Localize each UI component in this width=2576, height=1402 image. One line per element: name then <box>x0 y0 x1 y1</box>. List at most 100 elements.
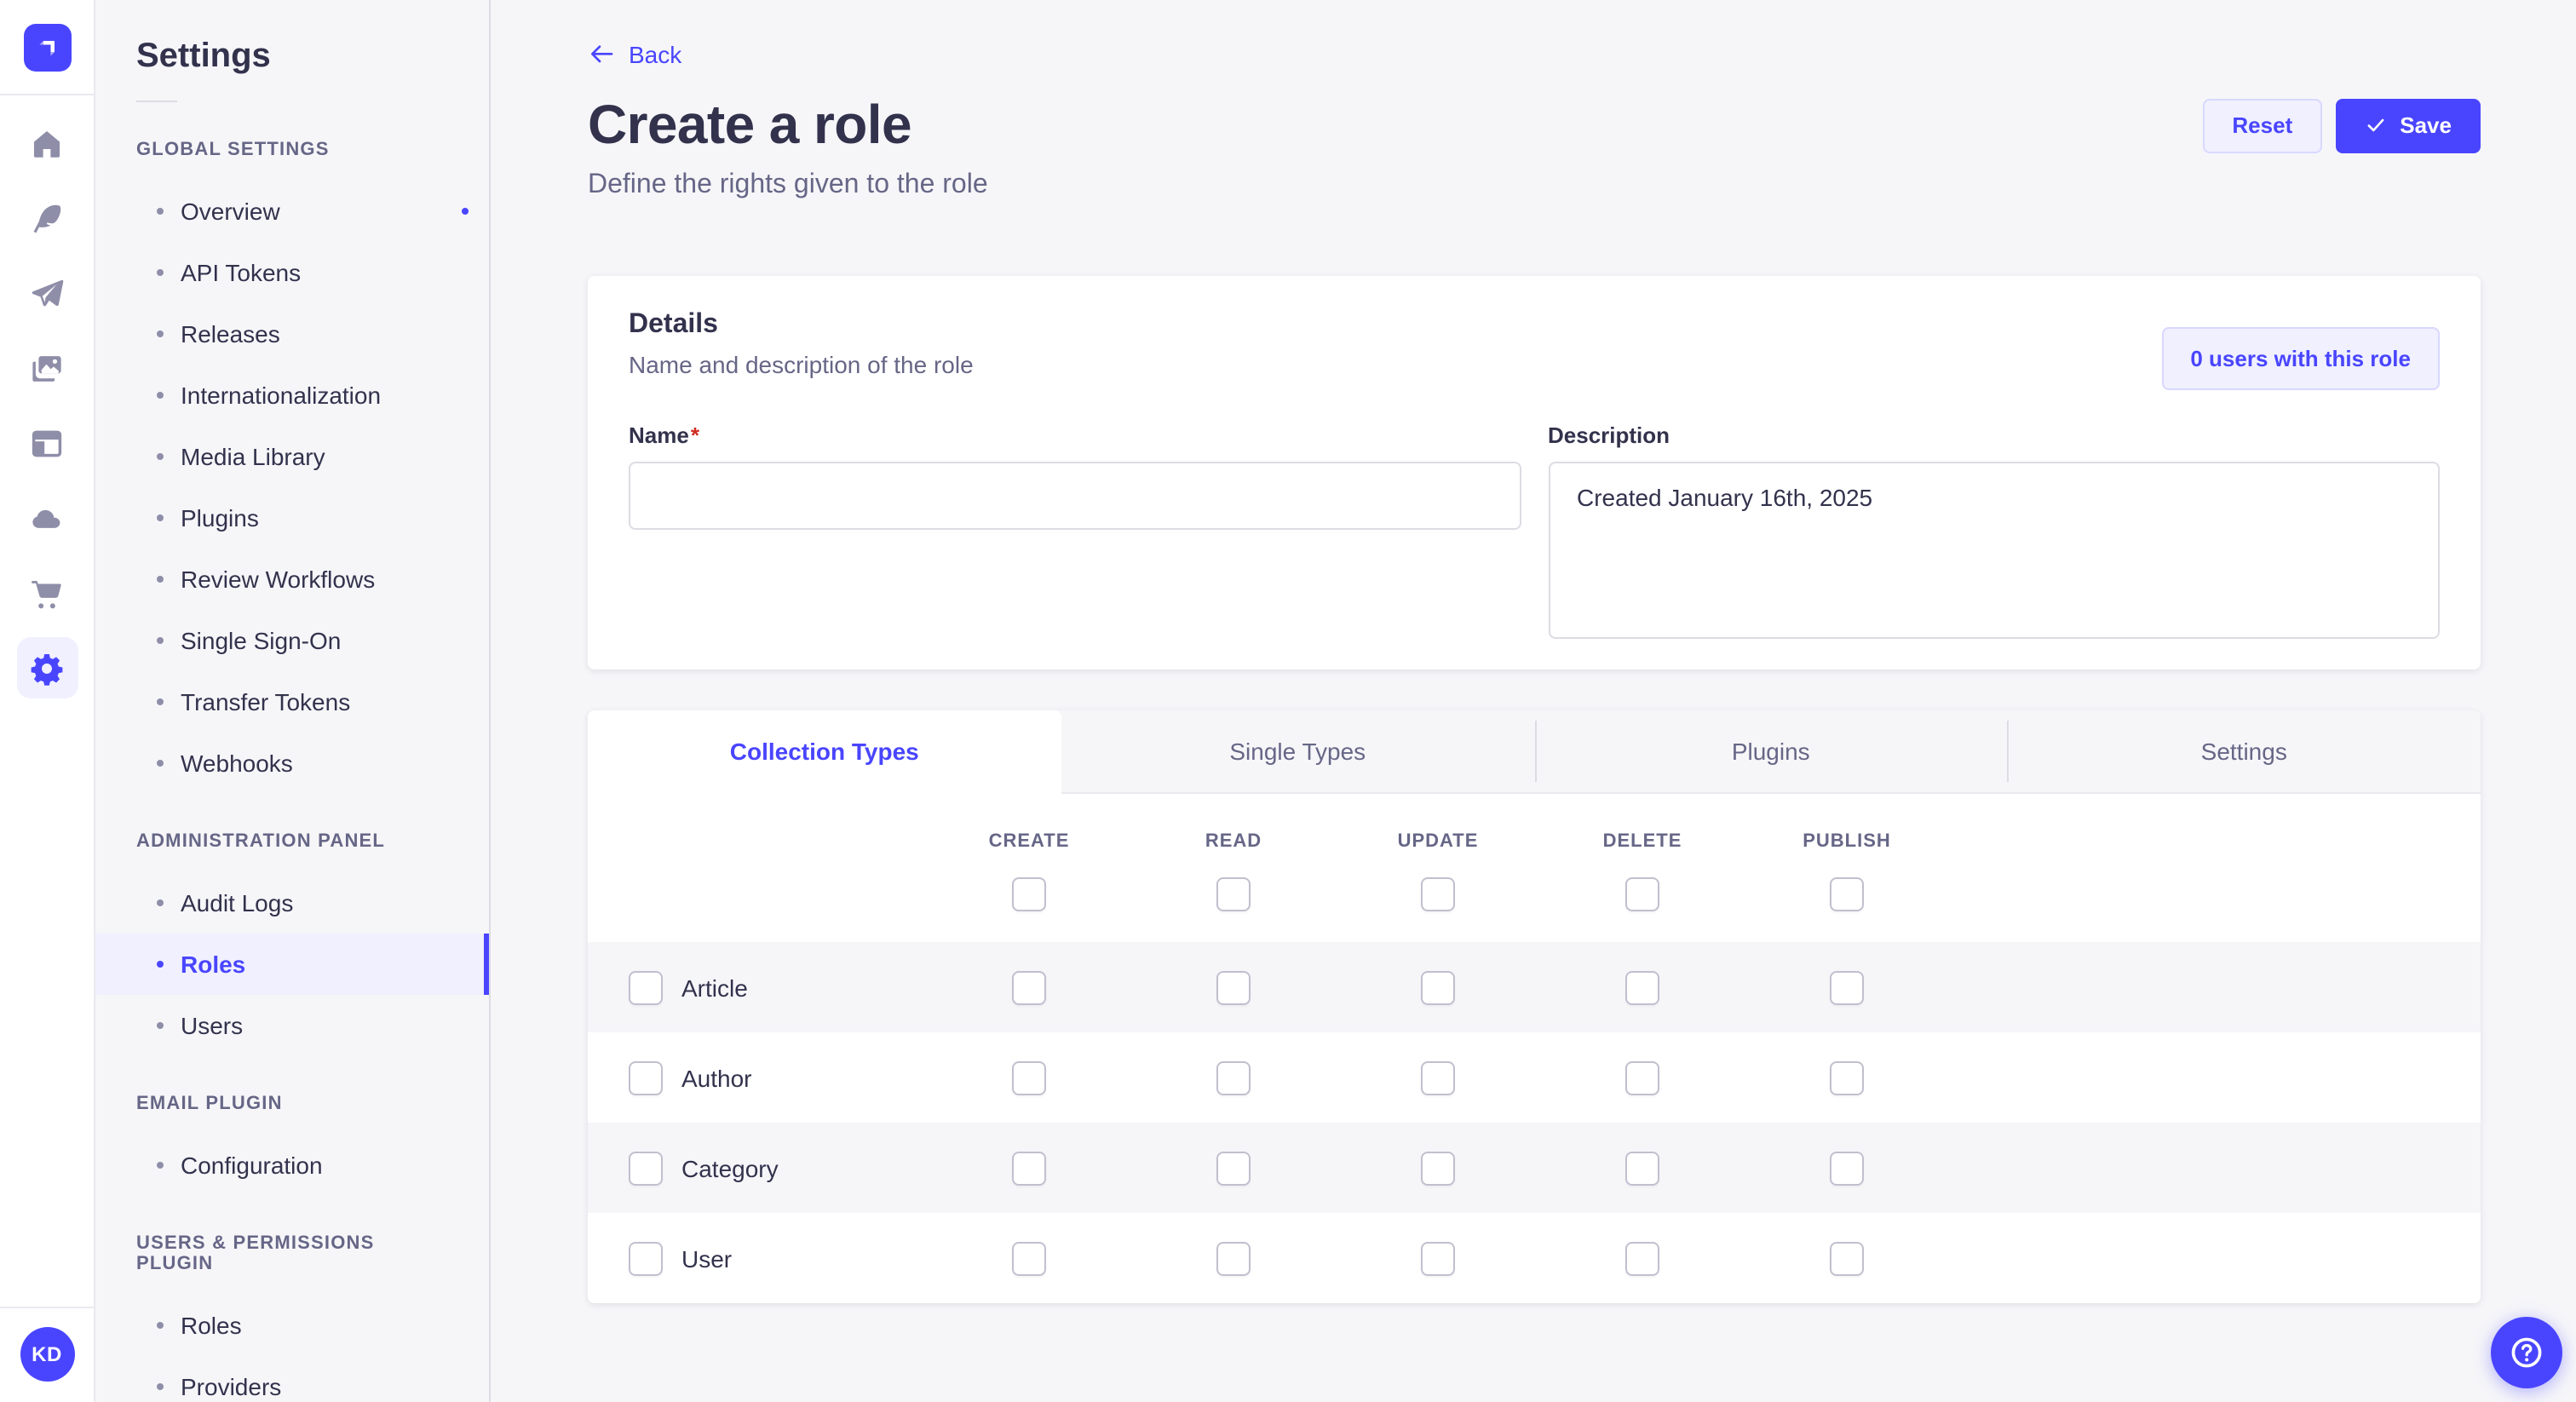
check-icon <box>2366 118 2383 132</box>
page-title: Create a role <box>588 94 912 155</box>
tab-single-types[interactable]: Single Types <box>1061 710 1534 794</box>
category-delete-checkbox[interactable] <box>1625 1151 1659 1185</box>
user-create-checkbox[interactable] <box>1012 1241 1046 1275</box>
table-row-article: Article <box>588 942 2481 1032</box>
article-delete-checkbox[interactable] <box>1625 970 1659 1004</box>
cart-icon[interactable] <box>16 562 78 623</box>
tab-plugins[interactable]: Plugins <box>1534 710 2008 794</box>
column-header-read: READ <box>1205 831 1262 852</box>
nav-list: Roles Providers <box>95 1295 489 1402</box>
section-label: EMAIL PLUGIN <box>136 1094 283 1114</box>
back-arrow-icon <box>591 45 613 63</box>
save-button[interactable]: Save <box>2335 98 2481 152</box>
sidebar-item-internationalization[interactable]: Internationalization <box>95 365 489 426</box>
main-content: Back Create a role Reset Save Define the… <box>491 0 2576 1402</box>
row-head: Author <box>588 1060 927 1095</box>
row-select-checkbox[interactable] <box>629 1151 663 1185</box>
author-update-checkbox[interactable] <box>1421 1060 1455 1095</box>
sidebar-item-audit-logs[interactable]: Audit Logs <box>95 872 489 934</box>
back-label: Back <box>629 41 682 68</box>
row-select-checkbox[interactable] <box>629 1060 663 1095</box>
user-delete-checkbox[interactable] <box>1625 1241 1659 1275</box>
section-email-plugin: EMAIL PLUGIN Configuration <box>95 1094 489 1196</box>
sidebar-item-media-library[interactable]: Media Library <box>95 426 489 487</box>
permissions-header: CREATE READ UPDATE DELETE PUBLISH <box>588 794 2481 942</box>
sidebar-item-releases[interactable]: Releases <box>95 303 489 365</box>
table-row-category: Category <box>588 1123 2481 1213</box>
column-header-update: UPDATE <box>1397 831 1479 852</box>
header-actions: Reset Save <box>2203 98 2481 152</box>
article-create-checkbox[interactable] <box>1012 970 1046 1004</box>
tab-settings[interactable]: Settings <box>2007 710 2481 794</box>
select-all-update-checkbox[interactable] <box>1421 877 1455 911</box>
user-avatar[interactable]: KD <box>20 1327 74 1382</box>
select-all-create-checkbox[interactable] <box>1012 877 1046 911</box>
name-label-text: Name <box>629 422 689 448</box>
sidebar-item-label: API Tokens <box>181 259 302 286</box>
row-select-checkbox[interactable] <box>629 1241 663 1275</box>
tab-collection-types[interactable]: Collection Types <box>588 710 1061 794</box>
layout-icon[interactable] <box>16 412 78 474</box>
page-subtitle: Define the rights given to the role <box>588 170 988 199</box>
icon-rail: KD <box>0 0 95 1402</box>
category-update-checkbox[interactable] <box>1421 1151 1455 1185</box>
sidebar-item-label: Roles <box>181 1312 242 1339</box>
user-read-checkbox[interactable] <box>1216 1241 1251 1275</box>
sidebar-item-review-workflows[interactable]: Review Workflows <box>95 549 489 610</box>
paper-plane-icon[interactable] <box>16 262 78 324</box>
gear-icon[interactable] <box>16 637 78 698</box>
select-all-publish-checkbox[interactable] <box>1830 877 1864 911</box>
sidebar-item-roles-up[interactable]: Roles <box>95 1295 489 1356</box>
user-publish-checkbox[interactable] <box>1830 1241 1864 1275</box>
sidebar-item-configuration[interactable]: Configuration <box>95 1135 489 1196</box>
sidebar-item-label: Media Library <box>181 443 325 470</box>
row-label: Article <box>681 974 748 1001</box>
feather-icon[interactable] <box>16 187 78 249</box>
select-all-read-checkbox[interactable] <box>1216 877 1251 911</box>
strapi-logo[interactable] <box>23 24 71 72</box>
sidebar-item-users[interactable]: Users <box>95 995 489 1056</box>
sidebar-item-plugins[interactable]: Plugins <box>95 487 489 549</box>
author-read-checkbox[interactable] <box>1216 1060 1251 1095</box>
author-create-checkbox[interactable] <box>1012 1060 1046 1095</box>
column-header-publish: PUBLISH <box>1803 831 1891 852</box>
subnav-title: Settings <box>136 37 271 75</box>
sidebar-item-roles-admin[interactable]: Roles <box>95 934 489 995</box>
category-create-checkbox[interactable] <box>1012 1151 1046 1185</box>
author-delete-checkbox[interactable] <box>1625 1060 1659 1095</box>
rail-nav <box>16 112 78 698</box>
article-publish-checkbox[interactable] <box>1830 970 1864 1004</box>
details-head: Details Name and description of the role… <box>629 310 2440 390</box>
user-update-checkbox[interactable] <box>1421 1241 1455 1275</box>
section-label: USERS & PERMISSIONS PLUGIN <box>136 1233 375 1274</box>
select-all-row <box>588 877 2481 911</box>
section-label: ADMINISTRATION PANEL <box>136 831 386 852</box>
back-link[interactable]: Back <box>588 41 681 68</box>
select-all-delete-checkbox[interactable] <box>1625 877 1659 911</box>
category-read-checkbox[interactable] <box>1216 1151 1251 1185</box>
author-publish-checkbox[interactable] <box>1830 1060 1864 1095</box>
sidebar-item-label: Transfer Tokens <box>181 688 351 715</box>
users-with-role-button[interactable]: 0 users with this role <box>2161 327 2440 390</box>
description-textarea[interactable]: Created January 16th, 2025 <box>1548 462 2440 639</box>
sidebar-item-providers[interactable]: Providers <box>95 1356 489 1402</box>
help-button[interactable] <box>2491 1317 2562 1388</box>
name-input[interactable] <box>629 462 1521 530</box>
media-icon[interactable] <box>16 337 78 399</box>
sidebar-item-label: Plugins <box>181 504 259 531</box>
sidebar-item-webhooks[interactable]: Webhooks <box>95 733 489 794</box>
permissions-tabs: Collection Types Single Types Plugins Se… <box>588 710 2481 794</box>
sidebar-item-single-sign-on[interactable]: Single Sign-On <box>95 610 489 671</box>
row-select-checkbox[interactable] <box>629 970 663 1004</box>
sidebar-item-overview[interactable]: Overview <box>95 181 489 242</box>
home-icon[interactable] <box>16 112 78 174</box>
article-read-checkbox[interactable] <box>1216 970 1251 1004</box>
details-card: Details Name and description of the role… <box>588 276 2481 669</box>
cloud-icon[interactable] <box>16 487 78 549</box>
article-update-checkbox[interactable] <box>1421 970 1455 1004</box>
reset-button[interactable]: Reset <box>2203 98 2322 152</box>
sidebar-item-api-tokens[interactable]: API Tokens <box>95 242 489 303</box>
sidebar-item-transfer-tokens[interactable]: Transfer Tokens <box>95 671 489 733</box>
category-publish-checkbox[interactable] <box>1830 1151 1864 1185</box>
column-header-delete: DELETE <box>1602 831 1682 852</box>
